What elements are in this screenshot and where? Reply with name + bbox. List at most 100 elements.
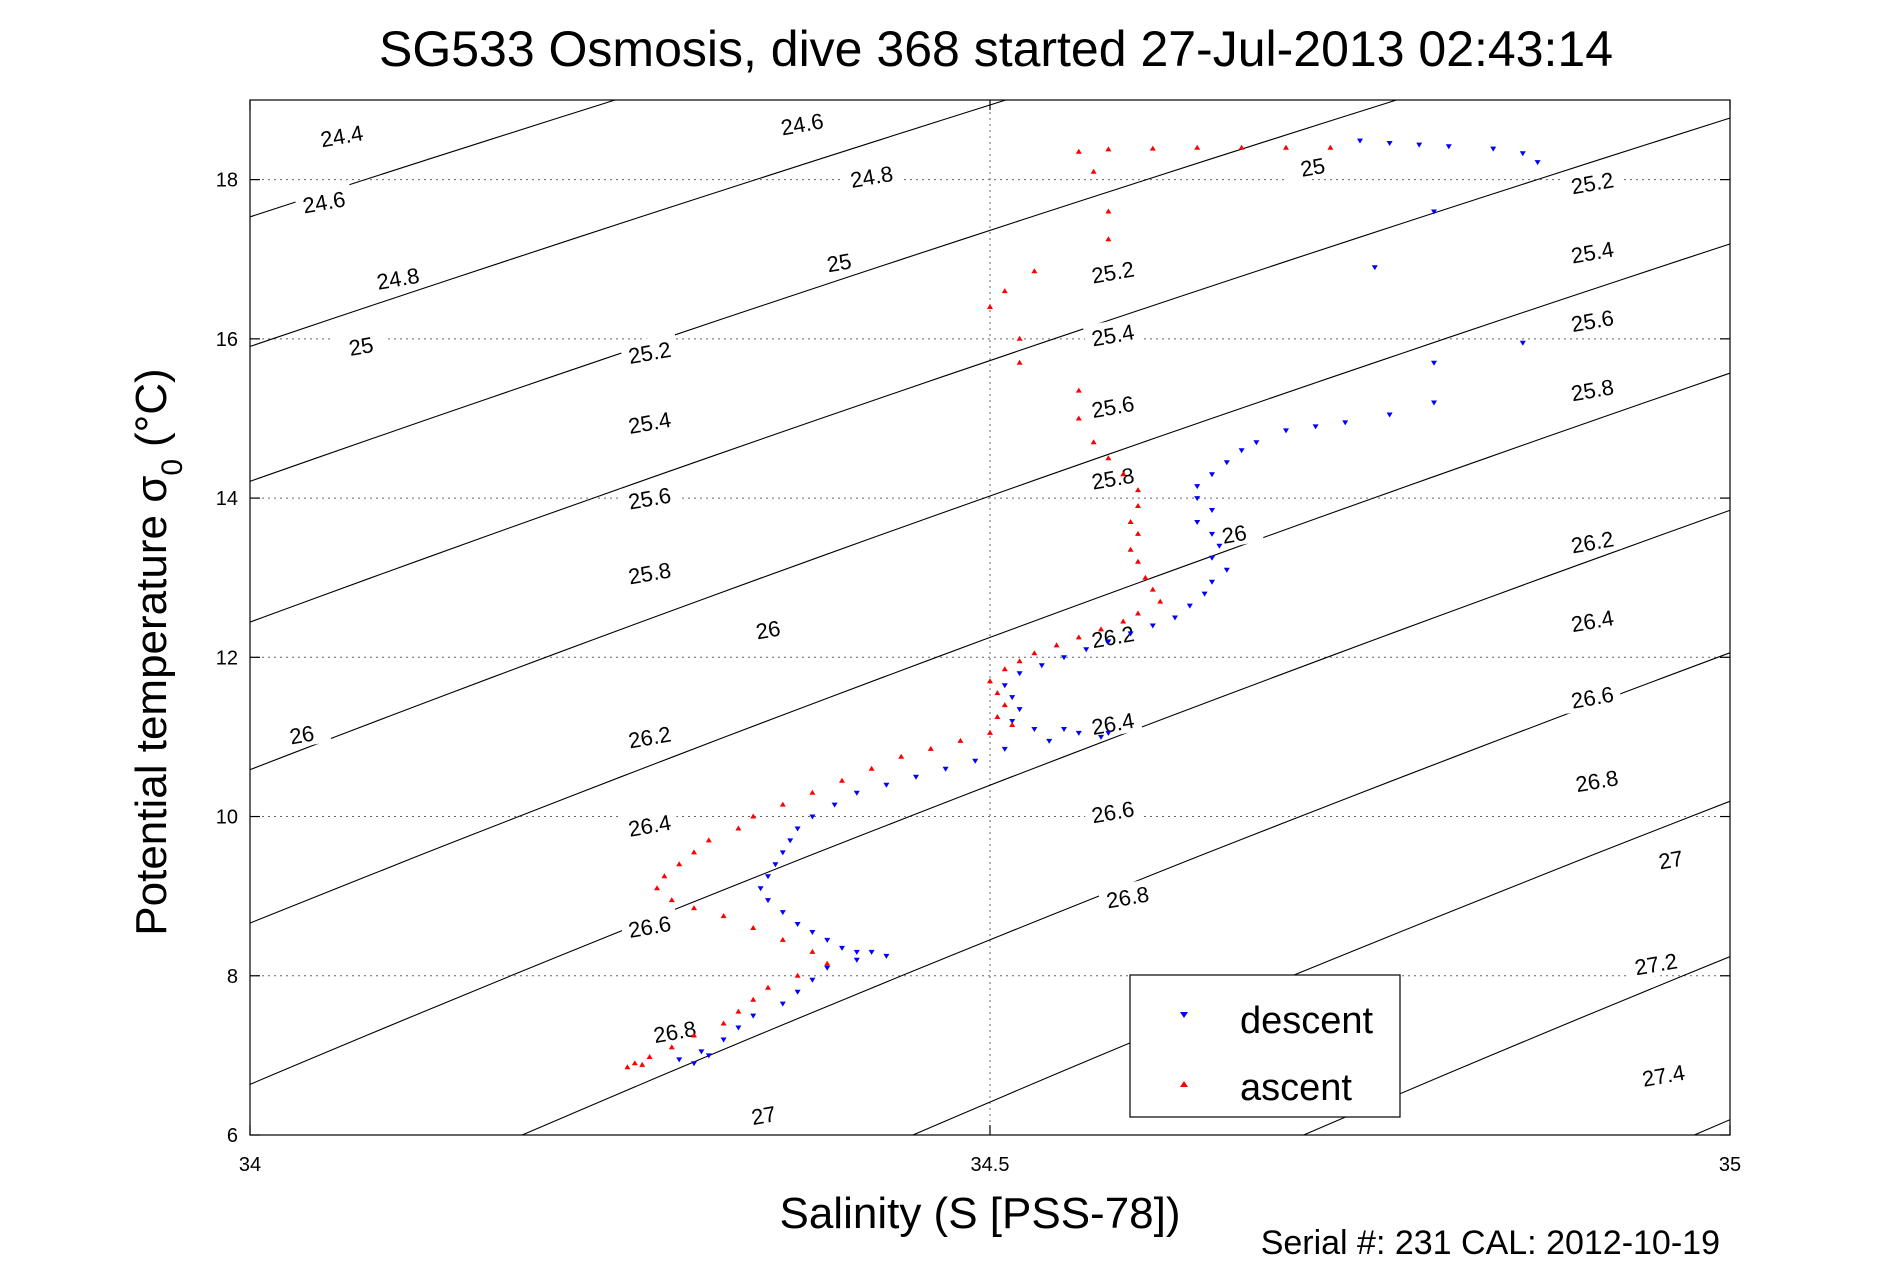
contour-label-background bbox=[772, 105, 832, 141]
descent-point bbox=[809, 814, 816, 820]
contour-label-background bbox=[1633, 1056, 1694, 1092]
legend-descent-label: descent bbox=[1240, 1000, 1374, 1042]
ascent-point bbox=[1105, 146, 1112, 152]
descent-point bbox=[1016, 671, 1023, 677]
descent-point bbox=[1209, 555, 1215, 561]
ascent-point bbox=[987, 304, 993, 309]
descent-point bbox=[1098, 734, 1104, 740]
ascent-point bbox=[676, 861, 683, 867]
descent-point bbox=[1431, 360, 1437, 366]
descent-point bbox=[1083, 647, 1090, 653]
descent-point bbox=[1223, 567, 1230, 573]
ascent-point bbox=[1194, 144, 1201, 150]
contour-label-background bbox=[367, 259, 428, 296]
ascent-point bbox=[1105, 208, 1112, 214]
ascent-point bbox=[1105, 236, 1112, 242]
ascent-point bbox=[750, 813, 757, 819]
axis-ticks: 34 34.5 35 6 8 10 12 14 16 18 bbox=[216, 100, 1741, 1176]
descent-point bbox=[1283, 428, 1289, 434]
ascent-point bbox=[868, 765, 875, 771]
contour-label-background bbox=[1204, 515, 1264, 551]
ascent-point bbox=[1075, 148, 1082, 154]
ascent-point bbox=[987, 729, 993, 735]
contour-label-background bbox=[619, 806, 680, 842]
ascent-point bbox=[631, 1060, 638, 1066]
contour-label-background bbox=[619, 718, 680, 754]
sigma-contour-line bbox=[250, 372, 1730, 924]
contour-label-background bbox=[1082, 793, 1143, 829]
y-tick-label: 14 bbox=[216, 488, 238, 510]
descent-point bbox=[883, 953, 890, 959]
descent-point bbox=[1431, 209, 1437, 215]
contour-label: 25 bbox=[1299, 153, 1327, 182]
ascent-point bbox=[927, 745, 934, 751]
contour-label: 27 bbox=[1657, 846, 1685, 875]
x-tick-label: 35 bbox=[1719, 1154, 1741, 1176]
ascent-point bbox=[1120, 618, 1127, 624]
ascent-point bbox=[705, 837, 712, 843]
descent-point bbox=[1149, 623, 1156, 629]
legend-ascent-marker bbox=[1180, 1081, 1188, 1087]
contour-label: 26 bbox=[288, 721, 316, 750]
ascent-point bbox=[1016, 658, 1023, 664]
sigma-contour-line bbox=[250, 243, 1730, 771]
ascent-point bbox=[1075, 415, 1082, 421]
contour-label-background bbox=[619, 333, 680, 370]
y-tick-label: 8 bbox=[227, 966, 238, 988]
descent-point bbox=[1194, 520, 1201, 525]
descent-point bbox=[705, 1053, 712, 1059]
descent-point bbox=[1016, 707, 1023, 713]
descent-point bbox=[1342, 420, 1349, 426]
descent-point bbox=[1371, 265, 1378, 271]
descent-point bbox=[1216, 543, 1223, 549]
ascent-point bbox=[1105, 455, 1112, 461]
descent-point bbox=[824, 937, 831, 943]
ascent-point bbox=[668, 897, 675, 903]
descent-point bbox=[794, 989, 801, 995]
y-tick-label: 6 bbox=[227, 1125, 238, 1147]
contour-label-background bbox=[311, 117, 372, 153]
series-descent bbox=[676, 138, 1541, 1067]
y-tick-label: 10 bbox=[216, 807, 238, 829]
descent-point bbox=[1038, 663, 1045, 669]
contour-label-background bbox=[737, 610, 798, 647]
ascent-point bbox=[1031, 650, 1038, 656]
descent-point bbox=[1431, 400, 1437, 406]
descent-point bbox=[1075, 730, 1082, 736]
y-tick-label: 16 bbox=[216, 329, 238, 351]
ascent-point bbox=[1135, 530, 1141, 536]
descent-point bbox=[1386, 412, 1393, 418]
ascent-point bbox=[1075, 634, 1082, 640]
x-tick-label: 34 bbox=[239, 1154, 261, 1176]
contour-label-background bbox=[644, 1012, 705, 1049]
contour-label: 26 bbox=[754, 615, 782, 644]
ascent-point bbox=[639, 1061, 646, 1067]
ascent-point bbox=[1053, 642, 1060, 648]
descent-point bbox=[913, 774, 919, 780]
descent-point bbox=[824, 965, 831, 971]
ascent-point bbox=[809, 948, 816, 954]
descent-point bbox=[1061, 655, 1067, 661]
contour-label: 27 bbox=[749, 1101, 777, 1130]
ascent-point bbox=[1001, 666, 1008, 672]
descent-point bbox=[676, 1057, 683, 1063]
ascent-point bbox=[1090, 168, 1097, 174]
contour-label-background bbox=[1562, 523, 1623, 559]
ascent-point bbox=[691, 1032, 697, 1038]
ascent-point bbox=[898, 753, 905, 759]
descent-point bbox=[972, 758, 979, 764]
descent-point bbox=[1194, 496, 1201, 502]
contour-label-background bbox=[619, 554, 680, 590]
grid-lines bbox=[250, 100, 1730, 1135]
descent-point bbox=[1105, 639, 1112, 645]
descent-point bbox=[1186, 603, 1193, 609]
descent-point bbox=[735, 1025, 742, 1031]
ascent-point bbox=[1135, 487, 1141, 493]
chart-title: SG533 Osmosis, dive 368 started 27-Jul-2… bbox=[379, 21, 1613, 77]
descent-point bbox=[1031, 727, 1038, 732]
ascent-point bbox=[624, 1064, 631, 1070]
descent-point bbox=[1127, 631, 1134, 637]
ascent-point bbox=[1016, 359, 1023, 365]
descent-point bbox=[1312, 424, 1319, 430]
ascent-point bbox=[957, 737, 964, 743]
